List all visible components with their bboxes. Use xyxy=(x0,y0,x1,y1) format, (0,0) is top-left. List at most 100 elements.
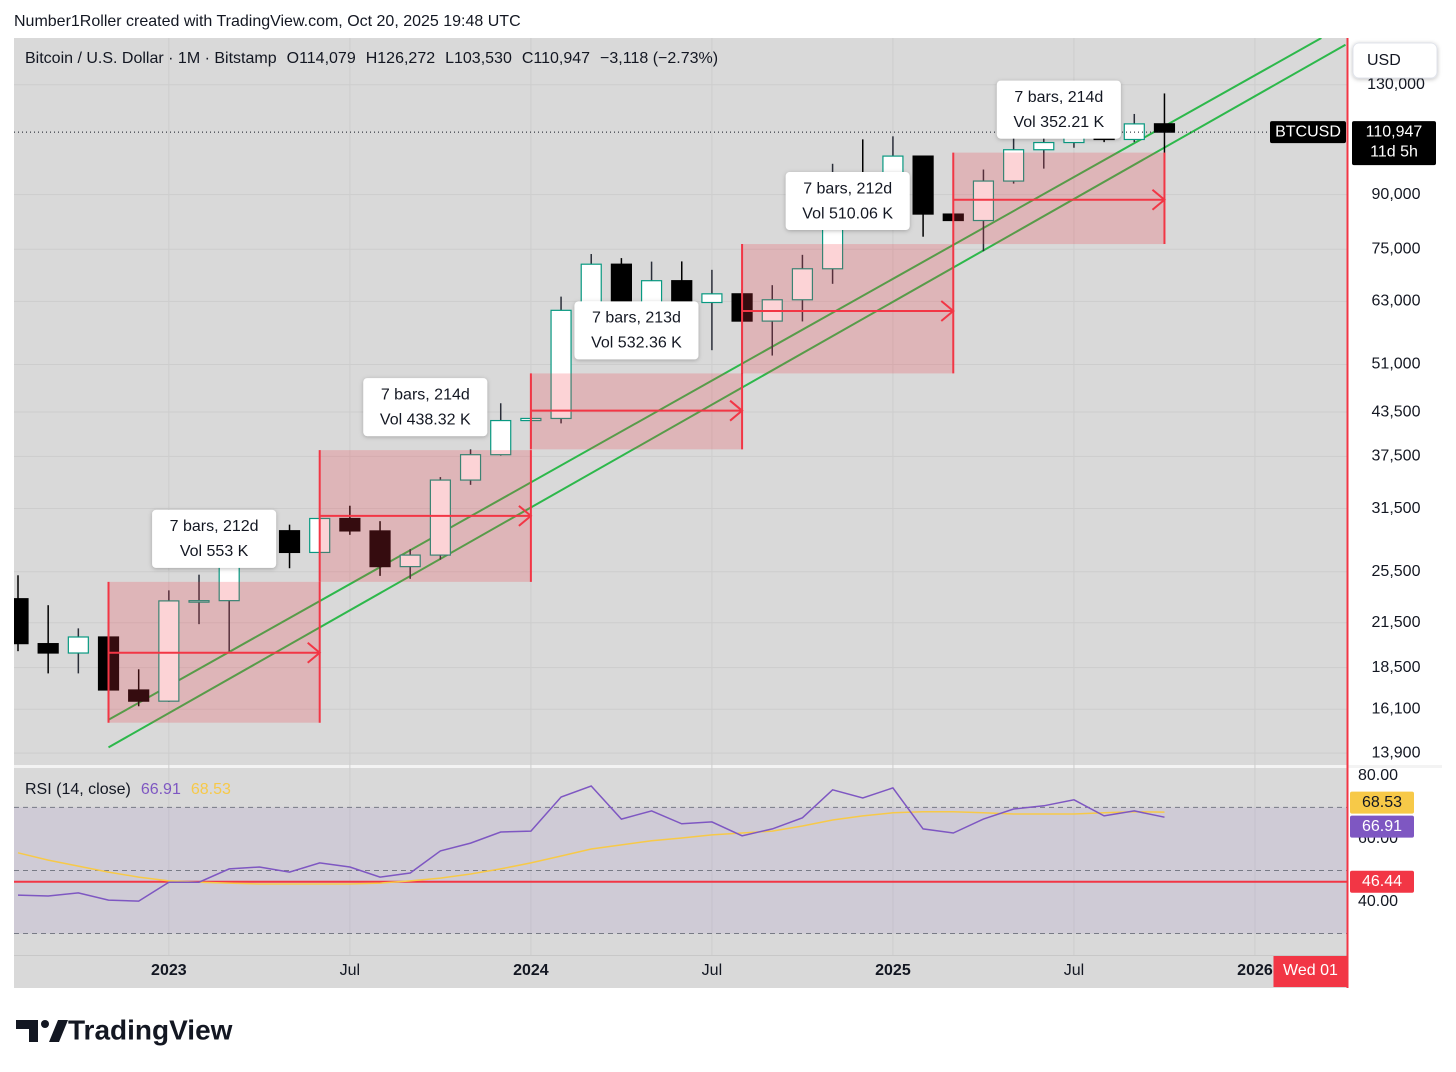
legend-high: H126,272 xyxy=(366,50,435,67)
alert-level-label: 46.44 xyxy=(1362,873,1402,890)
rsi-tick-label: 40.00 xyxy=(1358,893,1398,910)
range-volume-label: Vol 352.21 K xyxy=(1013,114,1104,131)
y-tick-label: 16,100 xyxy=(1372,700,1421,717)
y-tick-label: 31,500 xyxy=(1372,500,1421,517)
logo-slash xyxy=(49,1020,68,1042)
candle-body xyxy=(67,636,89,654)
y-tick-label: 51,000 xyxy=(1372,356,1421,373)
range-box xyxy=(953,152,1165,245)
logo-dot xyxy=(41,1020,49,1028)
candle-body xyxy=(972,180,995,222)
candle-body xyxy=(701,293,723,304)
candle-body xyxy=(671,280,693,304)
currency-button-label[interactable]: USD xyxy=(1367,52,1401,69)
rsi-value: 66.91 xyxy=(141,781,181,798)
range-arrow-head xyxy=(940,300,955,322)
candle-body xyxy=(550,309,572,420)
x-tick-label: 2023 xyxy=(151,962,187,979)
y-tick-label: 75,000 xyxy=(1372,240,1421,257)
rsi-title: RSI (14, close) xyxy=(25,781,131,798)
candle-body xyxy=(1033,141,1055,151)
range-volume-label: Vol 438.32 K xyxy=(380,411,471,428)
range-volume-label: Vol 510.06 K xyxy=(802,205,893,222)
legend-low: L103,530 xyxy=(445,50,512,67)
countdown-label: 11d 5h xyxy=(1370,143,1418,160)
range-label-box xyxy=(152,509,277,568)
y-tick-label: 63,000 xyxy=(1372,293,1421,310)
x-tick-label: 2026 xyxy=(1237,962,1273,979)
legend-close: C110,947 xyxy=(522,50,590,67)
candle-body xyxy=(399,554,421,568)
y-tick-label: 37,500 xyxy=(1372,448,1421,465)
candle-body xyxy=(37,643,59,654)
candle-body xyxy=(429,479,451,556)
brand-name: TradingView xyxy=(68,1014,233,1045)
range-arrow-head xyxy=(518,505,533,527)
range-bars-label: 7 bars, 213d xyxy=(592,310,681,327)
cursor-label-box xyxy=(1273,956,1348,987)
y-tick-label: 43,500 xyxy=(1372,403,1421,420)
rsi-value-label: 68.53 xyxy=(1362,794,1402,811)
y-tick-label: 21,500 xyxy=(1372,614,1421,631)
symbol-title: Bitcoin / U.S. Dollar · 1M · Bitstamp xyxy=(25,50,277,67)
x-tick-label: Jul xyxy=(1064,962,1084,979)
trendline xyxy=(108,38,1322,721)
candle-body xyxy=(339,517,361,532)
header-credit: Number1Roller created with TradingView.c… xyxy=(14,13,521,30)
rsi-line xyxy=(17,785,1165,902)
range-label-box xyxy=(363,378,488,437)
range-box xyxy=(742,244,954,374)
alert-level-box xyxy=(1350,870,1414,893)
y-tick-label: 25,500 xyxy=(1372,563,1421,580)
candle-body xyxy=(14,598,29,645)
range-arrow-head xyxy=(729,399,744,422)
range-label-box xyxy=(996,80,1121,139)
candle-body xyxy=(369,530,391,568)
trendline xyxy=(108,43,1346,749)
currency-button[interactable]: USD xyxy=(1352,42,1438,79)
rsi-tick-label: 80.00 xyxy=(1358,767,1398,784)
x-tick-label: 2025 xyxy=(875,962,911,979)
legend-open: O114,079 xyxy=(287,50,356,67)
last-price-box xyxy=(1352,121,1436,166)
candle-body xyxy=(128,689,150,702)
currency-button-box[interactable] xyxy=(1352,42,1438,79)
candle-body xyxy=(459,454,482,481)
candle-body xyxy=(278,530,301,554)
range-volume-label: Vol 532.36 K xyxy=(591,335,682,352)
legend: Bitcoin / U.S. Dollar · 1M · Bitstamp O11… xyxy=(25,50,718,798)
x-tick-label: Jul xyxy=(340,962,360,979)
range-bars-label: 7 bars, 214d xyxy=(381,386,470,403)
range-label-box xyxy=(574,301,699,360)
range-arrow-head xyxy=(1151,188,1167,211)
range-arrow-head xyxy=(307,641,322,664)
rsi-pane xyxy=(14,785,1348,935)
candle-body xyxy=(158,600,180,702)
y-tick-label: 130,000 xyxy=(1367,76,1425,93)
range-volume-label: Vol 553 K xyxy=(180,543,249,560)
legend-change: −3,118 (−2.73%) xyxy=(600,50,718,67)
rsi-value-label: 66.91 xyxy=(1362,818,1402,835)
symbol-legend: Bitcoin / U.S. Dollar · 1M · Bitstamp O11… xyxy=(25,50,718,67)
axes: 13,900 16,100 18,500 21,500 25,500 31,500 37,5… xyxy=(151,76,1425,979)
last-price-label: 110,947 xyxy=(1366,123,1423,140)
candle-body xyxy=(490,419,512,456)
logo-mark xyxy=(16,1020,38,1042)
x-tick-label: Jul xyxy=(702,962,722,979)
brand-logo: TradingView xyxy=(16,1014,233,1045)
range-bars-label: 7 bars, 212d xyxy=(803,180,892,197)
x-tick-label: 2024 xyxy=(513,962,549,979)
candle-body xyxy=(1153,123,1176,133)
candle-body xyxy=(912,155,934,215)
candle-body xyxy=(188,600,210,603)
y-tick-label: 18,500 xyxy=(1372,659,1421,676)
y-tick-label: 90,000 xyxy=(1372,186,1421,203)
symbol-label-box xyxy=(1270,121,1346,144)
cursor-label: Wed 01 xyxy=(1283,962,1338,979)
range-bars-label: 7 bars, 214d xyxy=(1014,89,1103,106)
symbol-label: BTCUSD xyxy=(1275,123,1341,140)
rsi-ma-value: 68.53 xyxy=(191,781,231,798)
rsi-value-box xyxy=(1350,791,1414,814)
